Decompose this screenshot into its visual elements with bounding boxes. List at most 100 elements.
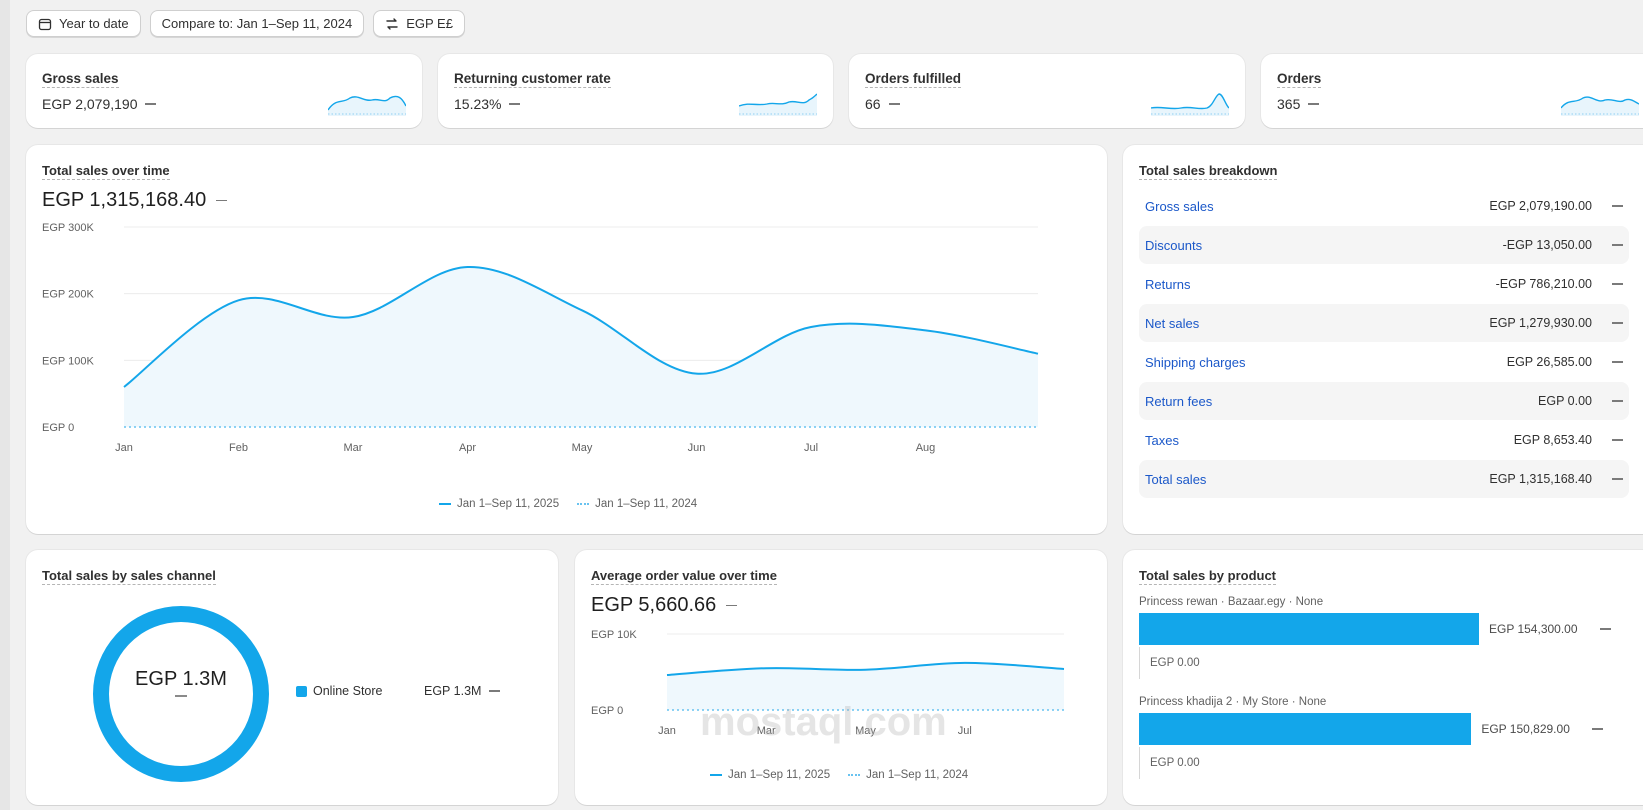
total-sales-over-time-card: Total sales over time EGP 1,315,168.40 E… <box>26 145 1107 534</box>
sales-line-chart[interactable]: EGP 0 EGP 100K EGP 200K EGP 300K Jan Feb Mar Ap… <box>26 205 1107 534</box>
no-change-dash <box>1612 478 1623 480</box>
sparkline <box>1151 93 1229 116</box>
kpi-orders-fulfilled[interactable]: Orders fulfilled 66 <box>849 54 1245 128</box>
no-change-dash <box>216 199 228 202</box>
product-value: EGP 154,300.00 <box>1489 622 1578 636</box>
no-change-dash <box>509 103 521 105</box>
kpi-title: Gross sales <box>42 71 119 88</box>
breakdown-label[interactable]: Returns <box>1145 276 1191 292</box>
breakdown-value: EGP 26,585.00 <box>1506 355 1592 369</box>
sparkline <box>1561 96 1639 116</box>
breakdown-row[interactable]: Returns -EGP 786,210.00 <box>1139 265 1629 303</box>
no-change-dash <box>1612 283 1623 285</box>
kpi-gross-sales[interactable]: Gross sales EGP 2,079,190 <box>26 54 422 128</box>
product-bar[interactable] <box>1139 613 1479 645</box>
breakdown-row[interactable]: Taxes EGP 8,653.40 <box>1139 421 1629 459</box>
aov-line-chart[interactable]: EGP 0 EGP 10K Jan Mar May Jul <box>575 625 1107 765</box>
donut-legend-item[interactable]: Online Store <box>296 684 382 698</box>
breakdown-label[interactable]: Return fees <box>1145 393 1213 409</box>
breakdown-row[interactable]: Shipping charges EGP 26,585.00 <box>1139 343 1629 381</box>
kpi-value: 66 <box>865 96 881 112</box>
breakdown-label[interactable]: Gross sales <box>1145 198 1214 214</box>
y-tick-label: EGP 100K <box>42 355 94 367</box>
y-tick-label: EGP 0 <box>42 422 74 434</box>
date-range-label: Year to date <box>59 16 129 31</box>
series-line-current[interactable] <box>123 265 1039 388</box>
chart-legend: Jan 1–Sep 11, 2025 Jan 1–Sep 11, 2024 <box>439 498 697 510</box>
no-change-dash <box>726 604 738 607</box>
kpi-value: EGP 2,079,190 <box>42 96 138 112</box>
x-tick-label: Jul <box>958 725 972 737</box>
x-tick-label: May <box>572 442 593 454</box>
legend-current[interactable]: Jan 1–Sep 11, 2025 <box>710 769 830 781</box>
legend-swatch-solid <box>710 774 722 776</box>
breakdown-label[interactable]: Net sales <box>1145 315 1200 331</box>
card-title: Total sales breakdown <box>1139 163 1278 180</box>
x-tick-label: Aug <box>916 442 936 454</box>
product-value-group: EGP 150,829.00 <box>1481 722 1603 736</box>
no-change-dash <box>1612 205 1623 207</box>
breakdown-row[interactable]: Discounts -EGP 13,050.00 <box>1139 226 1629 264</box>
no-change-dash <box>489 690 501 692</box>
aov-card: Average order value over time EGP 5,660.… <box>575 550 1107 805</box>
breakdown-label[interactable]: Discounts <box>1145 237 1203 253</box>
kpi-title: Returning customer rate <box>454 71 611 88</box>
x-tick-label: Jun <box>688 442 706 454</box>
no-change-dash <box>1591 728 1603 730</box>
kpi-orders[interactable]: Orders 365 <box>1261 54 1643 128</box>
breakdown-label[interactable]: Total sales <box>1145 471 1207 487</box>
no-change-dash <box>1308 103 1320 105</box>
product-value: EGP 150,829.00 <box>1481 722 1570 736</box>
legend-value: EGP 1.3M <box>424 684 482 698</box>
exchange-icon <box>386 17 398 30</box>
breakdown-row[interactable]: Return fees EGP 0.00 <box>1139 382 1629 420</box>
legend-swatch-dotted <box>848 774 861 776</box>
breakdown-row[interactable]: Net sales EGP 1,279,930.00 <box>1139 304 1629 342</box>
legend-previous-label: Jan 1–Sep 11, 2024 <box>595 498 698 510</box>
breakdown-row[interactable]: Total sales EGP 1,315,168.40 <box>1139 460 1629 498</box>
no-change-dash <box>1599 628 1611 630</box>
currency-label: EGP E£ <box>406 16 453 31</box>
legend-swatch-dotted <box>577 503 590 505</box>
compare-label: Compare to: Jan 1–Sep 11, 2024 <box>161 16 353 31</box>
kpi-value: 15.23% <box>454 96 502 112</box>
sparkline <box>328 95 406 116</box>
kpi-returning-customer-rate[interactable]: Returning customer rate 15.23% <box>438 54 833 128</box>
series-line-current[interactable] <box>666 661 1065 677</box>
donut-ring-online-store[interactable] <box>93 606 269 782</box>
x-tick-label: Mar <box>344 442 363 454</box>
legend-previous[interactable]: Jan 1–Sep 11, 2024 <box>577 498 697 510</box>
card-title: Total sales over time <box>42 163 170 180</box>
x-tick-label: Feb <box>229 442 248 454</box>
date-range-button[interactable]: Year to date <box>26 10 141 37</box>
donut-chart[interactable] <box>89 602 273 786</box>
kpi-title: Orders fulfilled <box>865 71 962 88</box>
sales-by-product-card: Total sales by product Princess rewan · … <box>1123 550 1643 805</box>
total-sales-value: EGP 1,315,168.40 <box>42 189 207 211</box>
y-tick-label: EGP 0 <box>591 705 623 717</box>
left-strip <box>0 0 10 810</box>
legend-previous[interactable]: Jan 1–Sep 11, 2024 <box>848 769 968 781</box>
product-bar[interactable] <box>1139 713 1472 745</box>
x-tick-label: Apr <box>459 442 476 454</box>
breakdown-value: EGP 0.00 <box>1538 394 1592 408</box>
x-tick-label: Jul <box>804 442 818 454</box>
legend-swatch <box>296 685 307 697</box>
no-change-dash <box>1612 322 1623 324</box>
x-tick-label: Jan <box>115 442 133 454</box>
no-change-dash <box>175 695 187 697</box>
no-change-dash <box>1612 400 1623 402</box>
donut-legend-value: EGP 1.3M <box>424 684 501 698</box>
sales-by-channel-card: Total sales by sales channel EGP 1.3M On… <box>26 550 558 805</box>
breakdown-label[interactable]: Taxes <box>1145 432 1179 448</box>
breakdown-row[interactable]: Gross sales EGP 2,079,190.00 <box>1139 187 1629 225</box>
legend-current-label: Jan 1–Sep 11, 2025 <box>728 769 831 781</box>
no-change-dash <box>1612 244 1623 246</box>
chart-legend: Jan 1–Sep 11, 2025 Jan 1–Sep 11, 2024 <box>710 769 968 781</box>
currency-button[interactable]: EGP E£ <box>373 10 465 37</box>
breakdown-label[interactable]: Shipping charges <box>1145 354 1246 370</box>
sparkline <box>739 93 817 116</box>
compare-button[interactable]: Compare to: Jan 1–Sep 11, 2024 <box>149 10 365 37</box>
x-tick-label: Mar <box>757 725 776 737</box>
legend-current[interactable]: Jan 1–Sep 11, 2025 <box>439 498 559 510</box>
